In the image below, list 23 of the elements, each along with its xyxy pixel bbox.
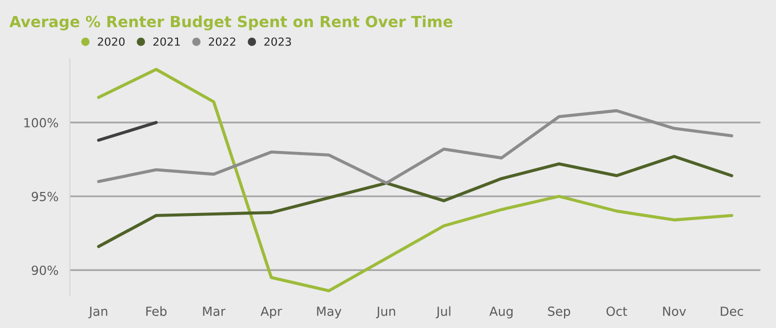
x-tick-label: May — [317, 306, 342, 318]
legend-label: 2021 — [153, 37, 180, 46]
line-series — [97, 68, 734, 292]
x-tick-label: Oct — [606, 306, 628, 316]
legend-label: 2023 — [264, 37, 291, 46]
x-tick-label: Sep — [548, 306, 570, 318]
x-tick-label: Feb — [146, 306, 167, 316]
legend-label: 2022 — [208, 37, 236, 46]
x-tick-label: Nov — [663, 306, 686, 316]
x-tick-label: Mar — [203, 306, 226, 316]
y-tick-label: 90% — [32, 266, 58, 276]
y-tick-label: 100% — [24, 118, 58, 128]
x-tick-label: Jun — [376, 306, 396, 318]
x-tick-label: Apr — [260, 306, 282, 318]
x-tick-label: Aug — [489, 306, 513, 318]
x-tick-label: Dec — [720, 306, 744, 316]
line-series — [97, 109, 734, 185]
line-series — [97, 154, 734, 248]
x-tick-label: Jan — [88, 306, 108, 318]
x-tick-label: Jul — [436, 306, 450, 318]
chart-title: Average % Renter Budget Spent on Rent Over Time — [9, 16, 452, 30]
y-tick-label: 95% — [32, 192, 58, 202]
legend-label: 2020 — [98, 37, 125, 46]
